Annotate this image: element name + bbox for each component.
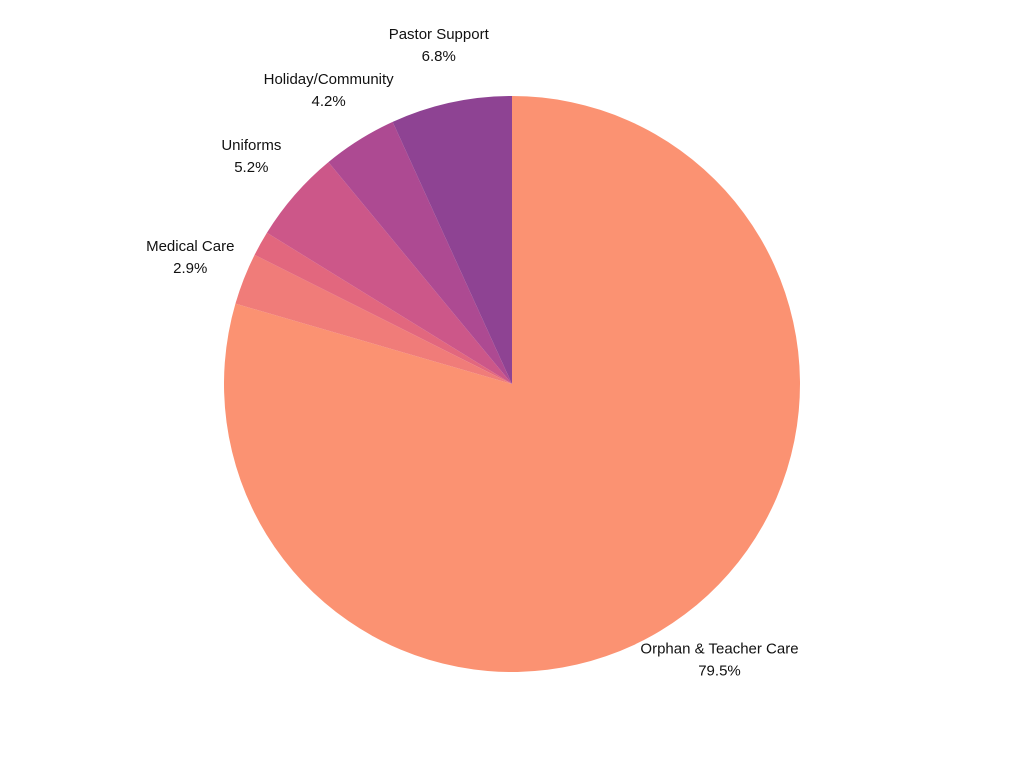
- slice-value-label: 4.2%: [312, 93, 346, 110]
- slice-label: Orphan & Teacher Care: [640, 640, 798, 657]
- slice-value-label: 5.2%: [234, 159, 268, 176]
- pie-slice: [328, 121, 512, 385]
- pie-slice: [223, 96, 801, 673]
- slice-label: Medical Care: [146, 238, 234, 255]
- slice-value-label: 6.8%: [422, 48, 456, 65]
- slice-value-label: 2.9%: [173, 260, 207, 277]
- pie-slice: [254, 232, 512, 384]
- pie-slice: [266, 162, 512, 384]
- slice-label: Holiday/Community: [264, 71, 395, 88]
- pie-slice: [392, 96, 512, 384]
- slice-label: Uniforms: [221, 137, 281, 154]
- slice-value-label: 79.5%: [698, 662, 741, 679]
- pie-slice: [235, 254, 512, 384]
- slice-label: Pastor Support: [389, 26, 490, 43]
